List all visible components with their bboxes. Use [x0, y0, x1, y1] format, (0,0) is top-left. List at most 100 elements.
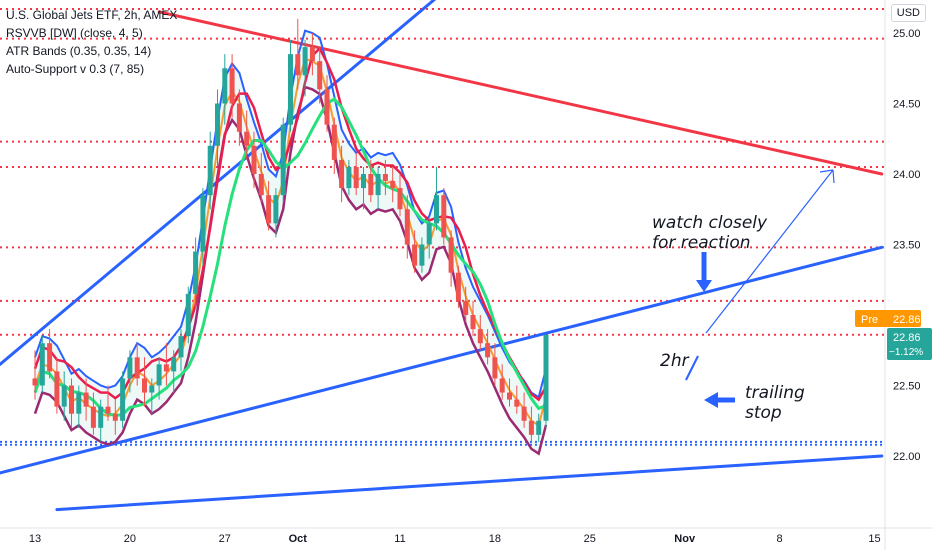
legend-symbol-title[interactable]: U.S. Global Jets ETF, 2h, AMEX — [6, 8, 178, 22]
candle-body[interactable] — [331, 124, 337, 160]
candle-body[interactable] — [178, 336, 184, 358]
currency-button[interactable]: USD — [890, 4, 926, 22]
candle-body[interactable] — [120, 378, 126, 421]
candle-body[interactable] — [127, 357, 133, 379]
chart-legend: U.S. Global Jets ETF, 2h, AMEX RSVVB [DW… — [6, 6, 177, 78]
last-price-value: 22.86 — [893, 332, 921, 344]
left-arrow-icon — [704, 392, 718, 408]
time-axis-label: 15 — [868, 533, 880, 545]
candle-body[interactable] — [368, 174, 374, 196]
candle-body[interactable] — [251, 145, 257, 174]
candle-body[interactable] — [382, 174, 388, 182]
candle-body[interactable] — [470, 315, 476, 330]
red-trendline[interactable] — [157, 10, 884, 176]
price-axis-label: 24.00 — [893, 169, 921, 181]
candle-body[interactable] — [266, 195, 272, 224]
candle-body[interactable] — [236, 103, 242, 132]
candle-body[interactable] — [185, 293, 191, 337]
candle-body[interactable] — [112, 413, 118, 421]
legend-indicator-atr-bands[interactable]: ATR Bands (0.35, 0.35, 14) — [6, 44, 152, 58]
candle-body[interactable] — [244, 131, 250, 146]
candle-body[interactable] — [302, 47, 308, 76]
candle-body[interactable] — [419, 244, 425, 266]
pre-market-label: Pre — [861, 314, 878, 326]
candle-body[interactable] — [499, 378, 505, 393]
price-axis-label: 25.00 — [893, 28, 921, 40]
candle-body[interactable] — [492, 357, 498, 379]
candle-body[interactable] — [280, 124, 286, 196]
candle-body[interactable] — [54, 371, 60, 407]
candle-body[interactable] — [229, 68, 235, 104]
annotation-watch-line1: watch closely — [652, 213, 768, 233]
candle-body[interactable] — [485, 343, 491, 358]
candle-body[interactable] — [434, 195, 439, 224]
candle-body[interactable] — [507, 392, 512, 400]
candle-body[interactable] — [404, 209, 410, 245]
candle-body[interactable] — [105, 406, 111, 414]
annotation-trailing-line1: trailing — [745, 383, 805, 403]
candle-body[interactable] — [324, 89, 330, 125]
candle-body[interactable] — [134, 357, 140, 379]
candle-body[interactable] — [412, 244, 418, 266]
candle-body[interactable] — [536, 420, 542, 435]
candle-body[interactable] — [47, 343, 53, 372]
candle-body[interactable] — [463, 300, 469, 315]
candle-body[interactable] — [258, 174, 264, 196]
time-axis-label: 8 — [777, 533, 783, 545]
candle-body[interactable] — [273, 195, 279, 224]
annotation-watch-line2: for reaction — [652, 233, 751, 253]
time-axis-label: 11 — [394, 533, 405, 545]
candle-body[interactable] — [528, 420, 534, 435]
candle-body[interactable] — [295, 54, 301, 76]
candle-body[interactable] — [163, 364, 169, 372]
candle-body[interactable] — [142, 378, 147, 393]
candle-body[interactable] — [426, 223, 432, 245]
candle-body[interactable] — [98, 406, 104, 428]
annotation-trailing-line2: stop — [745, 403, 782, 423]
candle-body[interactable] — [346, 166, 352, 189]
legend-indicator-rsvvb[interactable]: RSVVB [DW] (close, 4, 5) — [6, 26, 143, 40]
candle-body[interactable] — [441, 195, 447, 238]
candle-body[interactable] — [207, 145, 213, 196]
candle-body[interactable] — [39, 343, 45, 386]
candle-body[interactable] — [353, 166, 359, 189]
last-price-badge[interactable] — [887, 328, 932, 360]
candle-body[interactable] — [171, 357, 177, 372]
candle-body[interactable] — [222, 68, 228, 104]
candle-body[interactable] — [317, 61, 323, 90]
candle-body[interactable] — [521, 406, 527, 421]
candle-body[interactable] — [193, 251, 199, 294]
candle-body[interactable] — [90, 406, 96, 428]
candle-body[interactable] — [514, 399, 520, 407]
down-arrow-icon — [696, 280, 712, 292]
candle-body[interactable] — [397, 188, 403, 210]
candle-body[interactable] — [288, 54, 293, 125]
candle-body[interactable] — [375, 174, 381, 196]
candle-body[interactable] — [361, 174, 366, 189]
candle-body[interactable] — [543, 334, 549, 421]
candle-body[interactable] — [390, 181, 396, 189]
candle-body[interactable] — [76, 392, 82, 414]
pre-market-value: 22.86 — [893, 314, 921, 326]
candle-body[interactable] — [200, 195, 206, 252]
candle-body[interactable] — [32, 378, 38, 386]
candle-body[interactable] — [61, 385, 67, 407]
candle-body[interactable] — [477, 329, 483, 344]
candle-body[interactable] — [69, 385, 74, 414]
legend-indicator-auto-support[interactable]: Auto-Support v 0.3 (7, 85) — [6, 62, 145, 76]
candle-body[interactable] — [156, 364, 162, 386]
candle-body[interactable] — [149, 385, 155, 393]
target-arrow-line[interactable] — [705, 169, 834, 334]
pre-market-badge[interactable] — [855, 310, 921, 327]
candle-body[interactable] — [455, 272, 461, 301]
candle-body[interactable] — [448, 237, 454, 273]
candle-body[interactable] — [83, 392, 89, 407]
candle-body[interactable] — [215, 103, 220, 146]
candle-body[interactable] — [339, 159, 345, 189]
candle-body[interactable] — [309, 47, 315, 62]
time-axis-label: 20 — [124, 533, 136, 545]
time-axis-label: 18 — [489, 533, 501, 545]
blue-trendline[interactable] — [0, 245, 884, 475]
blue-trendline[interactable] — [55, 454, 884, 512]
